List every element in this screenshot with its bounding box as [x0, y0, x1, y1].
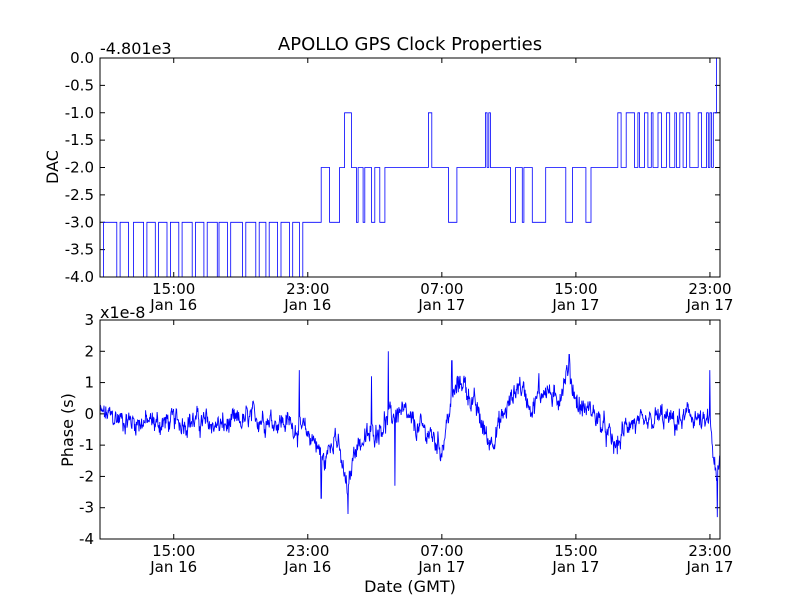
phase-axes-frame [99, 319, 721, 540]
dac-xtick-date-label: Jan 16 [149, 296, 197, 314]
phase-ytick-label: -3 [79, 499, 94, 517]
phase-ylabel: Phase (s) [58, 393, 77, 467]
dac-series [100, 57, 720, 278]
phase-ytick-label: 2 [84, 342, 94, 360]
dac-panel: -4.801e3 0.0 -0.5 -1.0 -1.5 -2.0 -2.5 -3.0 -3.5… [43, 39, 733, 314]
dac-xtick-time-label: 15:00 [152, 280, 195, 298]
phase-xtick-date-label: Jan 17 [685, 558, 733, 576]
dac-xtick-time-label: 23:00 [688, 280, 731, 298]
phase-series [99, 351, 721, 518]
dac-ytick-label: -3.5 [65, 241, 94, 259]
dac-xtick-time-label: 23:00 [286, 280, 329, 298]
dac-xtick-date-label: Jan 17 [417, 296, 465, 314]
dac-xtick-time-label: 07:00 [420, 280, 463, 298]
phase-xtick-date-label: Jan 16 [149, 558, 197, 576]
dac-ytick-label: -1.0 [65, 104, 94, 122]
phase-ytick-label: -1 [79, 436, 94, 454]
dac-ytick-label: -4.0 [65, 268, 94, 286]
phase-ytick-label: -4 [79, 530, 94, 548]
dac-ytick-label: 0.0 [70, 49, 94, 67]
chart-title: APOLLO GPS Clock Properties [278, 34, 542, 55]
phase-ytick-label: 1 [84, 374, 94, 392]
phase-series-line [99, 351, 721, 518]
dac-ytick-label: -0.5 [65, 76, 94, 94]
dac-ticks: 0.0 -0.5 -1.0 -1.5 -2.0 -2.5 -3.0 -3.5 -4.0 15:00… [65, 49, 734, 314]
phase-xtick-time-label: 23:00 [286, 542, 329, 560]
phase-xlabel: Date (GMT) [364, 577, 456, 596]
phase-xtick-date-label: Jan 17 [417, 558, 465, 576]
dac-ytick-label: -2.5 [65, 186, 94, 204]
dac-xtick-date-label: Jan 16 [283, 296, 331, 314]
phase-xtick-time-label: 15:00 [554, 542, 597, 560]
phase-xtick-time-label: 15:00 [152, 542, 195, 560]
dac-ytick-label: -1.5 [65, 131, 94, 149]
dac-offset-label: -4.801e3 [100, 39, 172, 58]
dac-ylabel: DAC [43, 150, 62, 184]
dac-ytick-label: -2.0 [65, 159, 94, 177]
phase-ytick-label: -2 [79, 467, 94, 485]
phase-ytick-label: 3 [84, 311, 94, 329]
phase-ytick-label: 0 [84, 405, 94, 423]
dac-xtick-time-label: 15:00 [554, 280, 597, 298]
phase-xtick-date-label: Jan 17 [551, 558, 599, 576]
dac-ytick-label: -3.0 [65, 213, 94, 231]
phase-xtick-time-label: 07:00 [420, 542, 463, 560]
dac-xtick-date-label: Jan 17 [551, 296, 599, 314]
dac-axes-frame [99, 57, 721, 278]
dac-xtick-date-label: Jan 17 [685, 296, 733, 314]
phase-xtick-time-label: 23:00 [688, 542, 731, 560]
dac-series-line [100, 57, 720, 278]
phase-offset-label: x1e-8 [100, 303, 145, 322]
phase-xtick-date-label: Jan 16 [283, 558, 331, 576]
